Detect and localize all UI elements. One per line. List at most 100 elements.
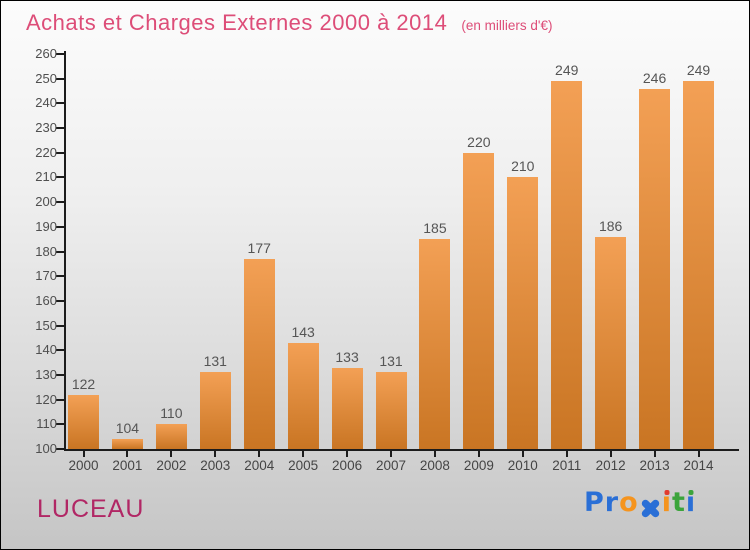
bar: [155, 424, 187, 449]
y-tick: [56, 373, 64, 376]
logo-letter-P: P: [584, 487, 605, 518]
bar: [375, 372, 407, 449]
x-tick: [390, 451, 392, 457]
x-tick-label: 2003: [200, 458, 231, 473]
logo-letter-i: ı: [685, 487, 697, 518]
bar: [243, 258, 275, 449]
y-tick: [56, 448, 64, 450]
x-tick: [521, 451, 524, 457]
x-tick: [609, 451, 612, 457]
bar: [68, 394, 99, 449]
logo-letter-o: o: [619, 487, 639, 518]
x-tick: [653, 451, 656, 457]
y-tick-label: 190: [35, 218, 57, 234]
x-tick-label: 2006: [332, 458, 363, 473]
y-tick: [56, 225, 64, 228]
y-tick: [56, 53, 64, 55]
bar: [463, 152, 495, 449]
y-tick-label: 210: [35, 169, 57, 185]
y-tick-label: 100: [35, 441, 57, 456]
logo-letter-r: r: [604, 487, 620, 518]
bar: [507, 177, 539, 449]
x-tick: [697, 451, 700, 457]
y-tick-label: 250: [35, 70, 57, 86]
chart-title: Achats et Charges Externes 2000 à 2014: [26, 10, 448, 35]
y-tick: [56, 349, 64, 352]
x-tick-label: 2013: [639, 458, 670, 473]
y-tick: [56, 398, 64, 401]
y-tick: [56, 250, 64, 253]
x-tick: [258, 451, 261, 457]
y-tick: [56, 201, 64, 204]
bar-value-label: 177: [247, 239, 271, 256]
x-tick: [346, 451, 349, 457]
bar-value-label: 249: [686, 62, 711, 79]
x-tick-label: 2010: [507, 458, 538, 473]
y-tick-label: 110: [36, 416, 57, 432]
y-tick-label: 160: [35, 292, 57, 308]
x-tick: [433, 451, 436, 457]
x-tick: [170, 451, 173, 457]
bar-value-label: 110: [160, 405, 183, 422]
bar: [199, 372, 231, 449]
y-tick-label: 230: [35, 120, 57, 136]
bar-value-label: 143: [291, 323, 315, 340]
chart-subtitle: (en milliers d'€): [461, 18, 553, 33]
y-tick: [56, 324, 64, 327]
bar-value-label: 186: [598, 217, 623, 234]
y-tick: [56, 77, 64, 80]
bar: [595, 236, 627, 449]
bar-value-label: 185: [423, 220, 447, 237]
y-tick-label: 140: [35, 342, 57, 358]
bar-value-label: 133: [335, 348, 359, 365]
y-tick: [56, 299, 64, 302]
bar-value-label: 104: [115, 420, 140, 437]
x-tick-label: 2014: [683, 458, 714, 473]
x-tick: [82, 451, 85, 457]
bar: [419, 239, 451, 449]
bar-value-label: 131: [379, 353, 403, 370]
y-tick: [56, 275, 64, 278]
y-tick-label: 260: [35, 46, 57, 61]
y-tick: [56, 176, 64, 179]
y-tick: [56, 102, 64, 105]
bar-value-label: 249: [555, 62, 579, 79]
x-tick: [565, 451, 568, 457]
logo-x-icon: [641, 499, 659, 518]
x-tick: [214, 451, 217, 457]
bar: [287, 342, 319, 449]
x-tick-label: 2000: [68, 458, 99, 473]
y-tick: [56, 127, 64, 130]
logo-i-dot: [664, 490, 670, 495]
y-tick-label: 220: [35, 144, 57, 160]
y-tick-label: 130: [35, 366, 57, 382]
bar: [639, 88, 671, 449]
x-axis-line: [64, 449, 739, 451]
logo-letter-i: ı: [661, 487, 672, 518]
y-tick-label: 200: [35, 194, 57, 210]
bar: [331, 367, 363, 449]
bar: [683, 81, 715, 449]
company-name: LUCEAU: [37, 495, 145, 523]
y-tick-label: 150: [35, 317, 57, 333]
x-tick-label: 2011: [552, 458, 582, 473]
chart-header: Achats et Charges Externes 2000 à 2014 (…: [26, 10, 552, 36]
x-tick-label: 2009: [463, 458, 494, 473]
x-tick: [302, 451, 305, 457]
x-tick-label: 2002: [156, 458, 187, 473]
x-tick-label: 2007: [375, 458, 407, 473]
bar: [111, 439, 143, 449]
x-tick-label: 2012: [595, 458, 626, 473]
y-tick: [56, 423, 64, 426]
y-tick-label: 120: [35, 391, 57, 407]
bar: [551, 81, 583, 449]
y-tick-label: 180: [35, 243, 57, 259]
x-tick: [126, 451, 129, 457]
logo-letter-t: t: [671, 487, 686, 518]
x-tick-label: 2005: [288, 458, 319, 473]
y-tick-label: 240: [35, 95, 57, 111]
y-axis-line: [64, 51, 66, 451]
bar-value-label: 220: [467, 133, 491, 150]
